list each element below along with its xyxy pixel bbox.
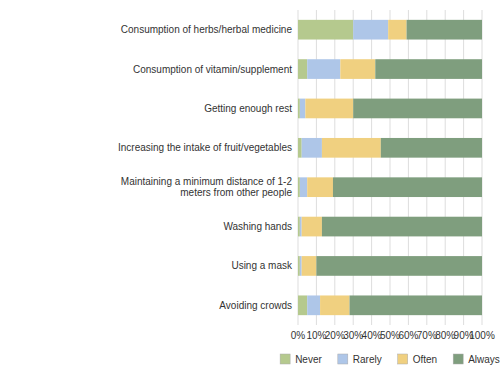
x-tick-label: 80%	[435, 330, 455, 341]
x-tick-label: 40%	[362, 330, 382, 341]
x-tick-label: 60%	[398, 330, 418, 341]
category-label: Consumption of herbs/herbal medicine	[121, 24, 293, 35]
grid-line	[371, 10, 372, 325]
bar-segment	[307, 295, 320, 315]
grid-line	[316, 10, 317, 325]
category-label-line: Consumption of herbs/herbal medicine	[121, 24, 293, 35]
bars	[298, 20, 482, 315]
category-label: Using a mask	[231, 260, 293, 271]
category-label-line: Increasing the intake of fruit/vegetable…	[118, 142, 292, 153]
grid-line	[482, 10, 483, 325]
grid-line	[298, 10, 299, 325]
bar-segment	[302, 138, 322, 158]
bar-segment	[302, 217, 322, 237]
bar-segment	[307, 177, 333, 197]
category-label: Washing hands	[223, 221, 292, 232]
bar-segment	[298, 256, 300, 276]
legend-label: Rarely	[353, 354, 382, 365]
grid-line	[390, 10, 391, 325]
grid-line	[353, 10, 354, 325]
bar-segment	[298, 217, 300, 237]
bar-segment	[320, 295, 349, 315]
x-tick-labels: 0%10%20%30%40%50%60%70%80%90%100%	[291, 330, 495, 341]
bar-segment	[300, 99, 306, 119]
x-tick-label: 100%	[469, 330, 495, 341]
bar-segment	[307, 59, 340, 79]
grid-line	[408, 10, 409, 325]
x-tick-label: 30%	[343, 330, 363, 341]
bar-segment	[305, 99, 353, 119]
category-label-line: Washing hands	[223, 221, 292, 232]
legend-swatch	[398, 354, 408, 364]
category-label-line: Consumption of vitamin/supplement	[133, 64, 292, 75]
bar-segment	[298, 177, 300, 197]
category-label-line: meters from other people	[180, 187, 292, 198]
bar-segment	[298, 59, 307, 79]
legend-swatch	[338, 354, 348, 364]
grid-line	[426, 10, 427, 325]
grid-line	[445, 10, 446, 325]
legend-swatch	[280, 354, 290, 364]
category-label-line: Using a mask	[231, 260, 293, 271]
grid-line	[463, 10, 464, 325]
legend-swatch	[453, 354, 463, 364]
bar-segment	[300, 217, 302, 237]
bar-segment	[302, 256, 317, 276]
x-tick-label: 10%	[306, 330, 326, 341]
category-label: Avoiding crowds	[219, 300, 292, 311]
bar-segment	[298, 99, 300, 119]
bar-segment	[407, 20, 482, 40]
bar-segment	[353, 99, 482, 119]
x-tick-label: 0%	[291, 330, 306, 341]
bar-segment	[322, 217, 482, 237]
category-label: Consumption of vitamin/supplement	[133, 64, 292, 75]
category-label-line: Avoiding crowds	[219, 300, 292, 311]
grid-line	[334, 10, 335, 325]
grid	[298, 10, 482, 325]
legend: Never Rarely Often Always	[280, 354, 500, 365]
category-label-line: Getting enough rest	[204, 103, 292, 114]
legend-label: Often	[413, 354, 437, 365]
bar-segment	[333, 177, 482, 197]
legend-label: Always	[468, 354, 500, 365]
bar-segment	[340, 59, 375, 79]
bar-segment	[381, 138, 482, 158]
category-label: Maintaining a minimum distance of 1-2met…	[121, 176, 293, 199]
legend-label: Never	[295, 354, 322, 365]
bar-segment	[316, 256, 482, 276]
x-tick-label: 50%	[380, 330, 400, 341]
bar-segment	[353, 20, 388, 40]
bar-segment	[298, 138, 302, 158]
bar-segment	[375, 59, 482, 79]
bar-segment	[350, 295, 482, 315]
bar-segment	[298, 295, 307, 315]
x-tick-label: 20%	[325, 330, 345, 341]
category-label: Getting enough rest	[204, 103, 292, 114]
chart: Consumption of herbs/herbal medicine Cons…	[0, 0, 500, 377]
category-label: Increasing the intake of fruit/vegetable…	[118, 142, 292, 153]
bar-segment	[300, 177, 307, 197]
bar-segment	[300, 256, 302, 276]
x-tick-label: 70%	[417, 330, 437, 341]
y-labels: Consumption of herbs/herbal medicine Cons…	[118, 24, 293, 311]
bar-segment	[388, 20, 406, 40]
bar-segment	[322, 138, 381, 158]
category-label-line: Maintaining a minimum distance of 1-2	[121, 176, 293, 187]
bar-segment	[298, 20, 353, 40]
